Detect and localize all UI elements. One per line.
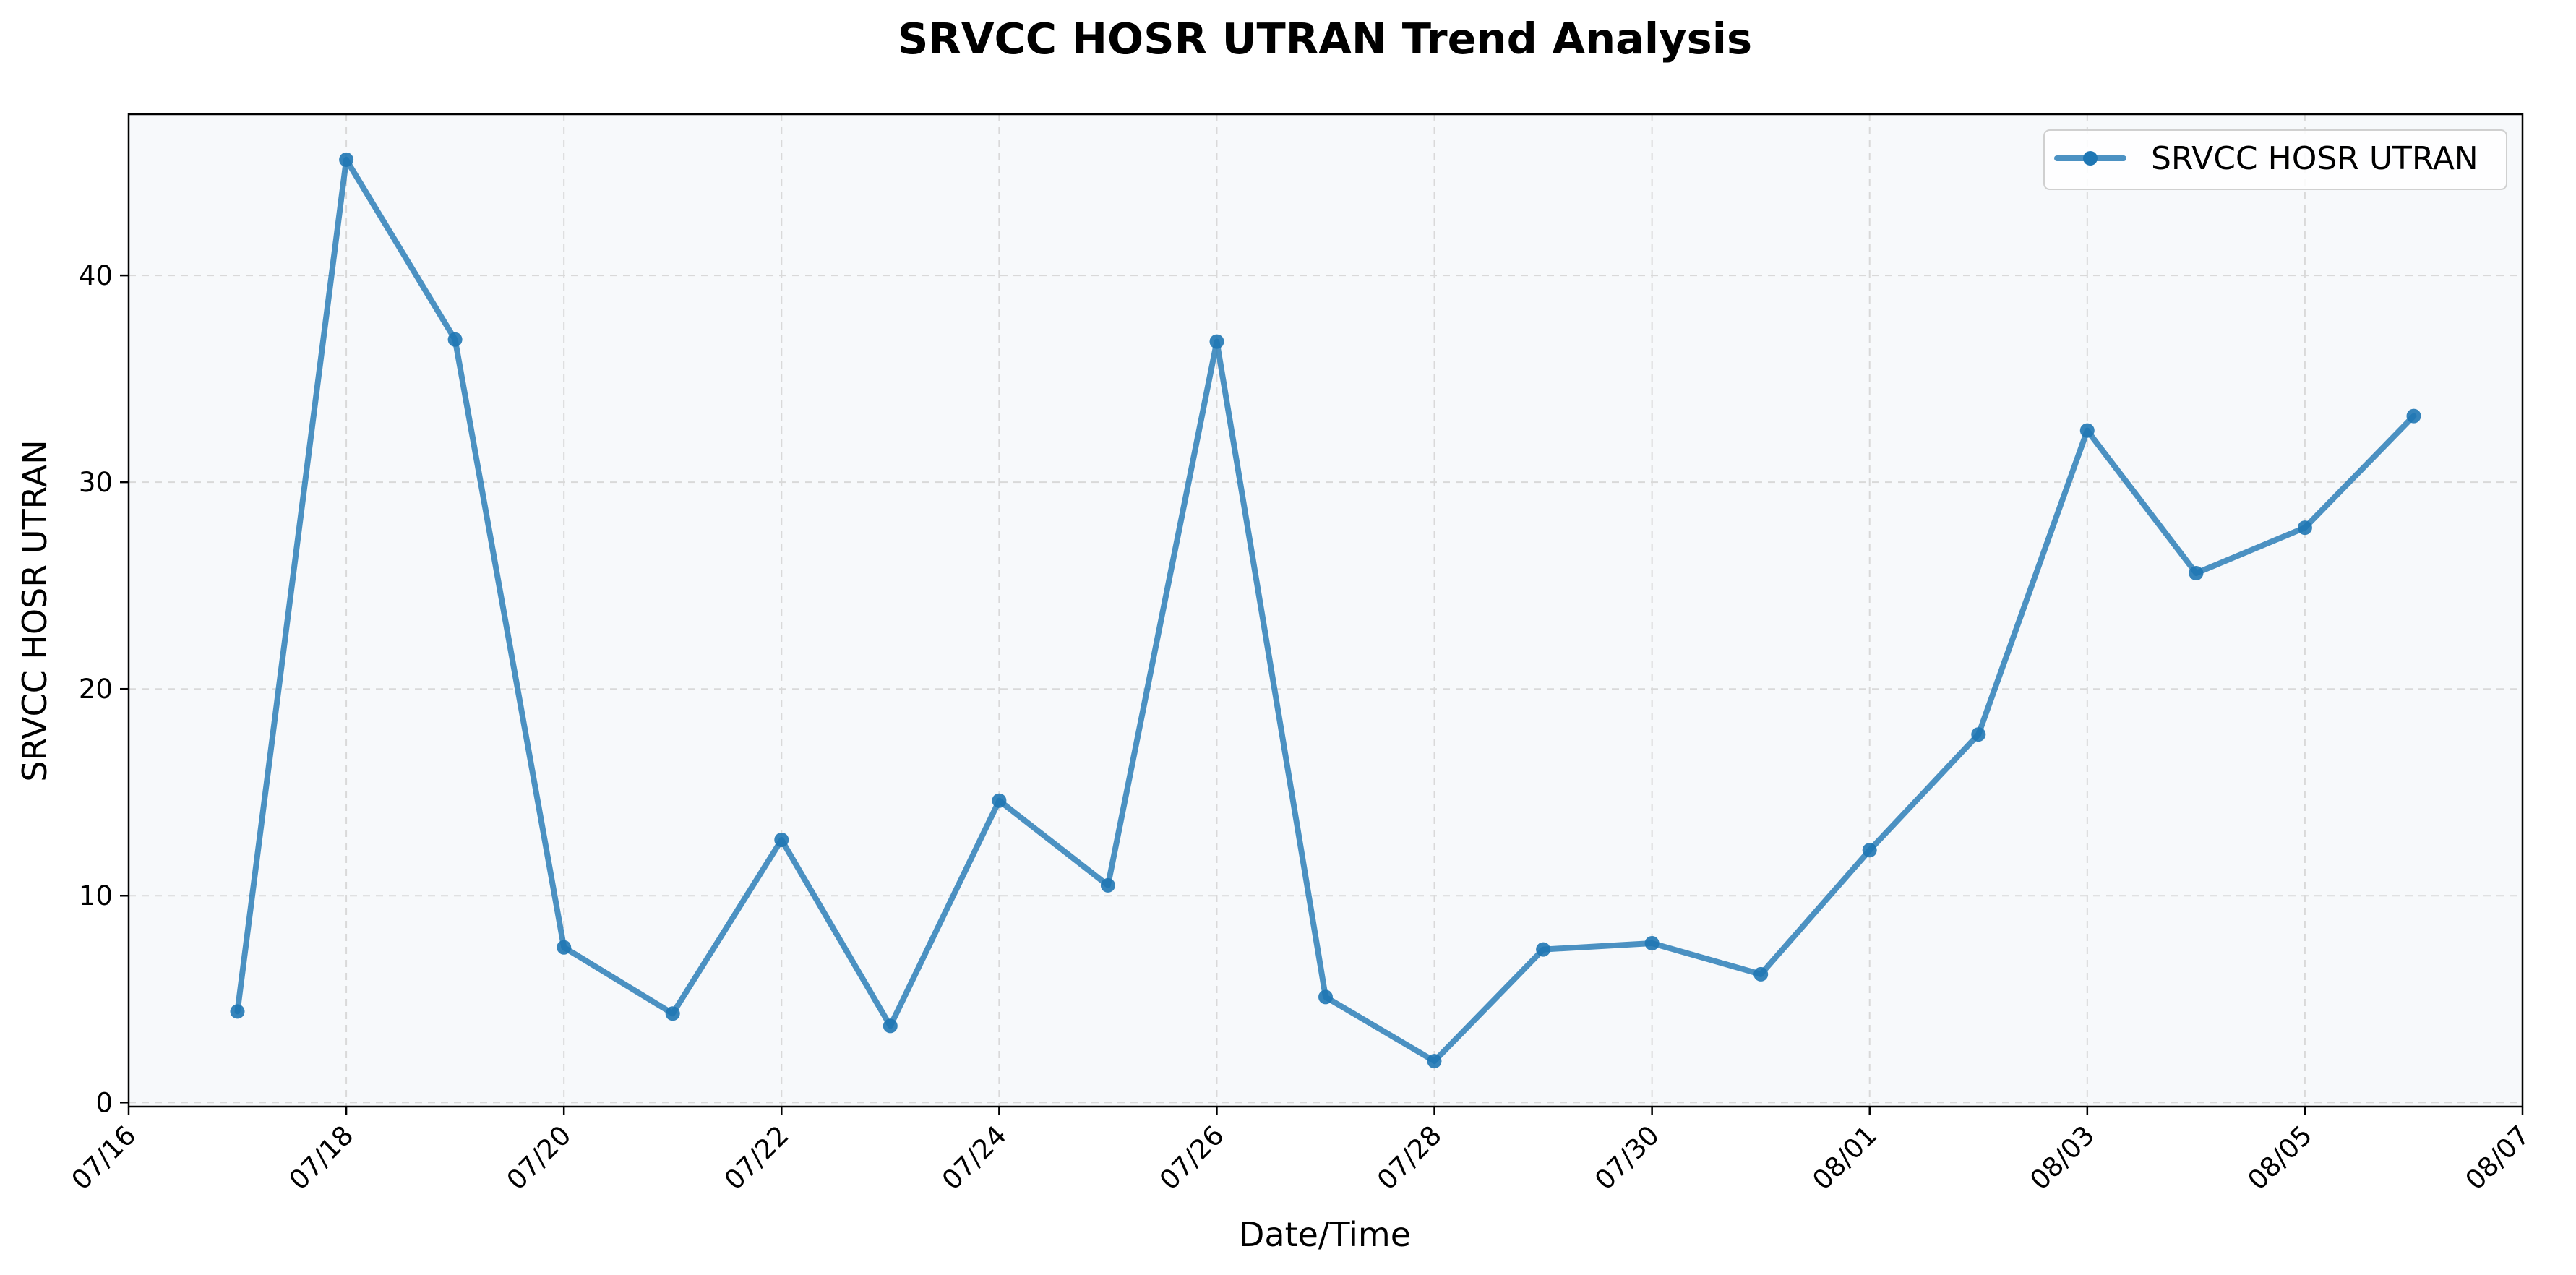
y-tick-label: 0 [95,1087,113,1118]
data-point [774,833,789,847]
plot-area [129,114,2523,1107]
x-tick-label: 07/18 [283,1120,360,1196]
x-tick-label: 07/28 [1371,1120,1448,1196]
data-point [1862,843,1877,858]
data-point [1209,334,1224,349]
x-tick-label: 07/20 [501,1120,578,1196]
y-tick-label: 40 [79,260,113,291]
y-axis: 0 10 20 30 40 [79,260,129,1118]
data-point [665,1006,680,1021]
data-point [1427,1054,1442,1069]
x-tick-label: 07/16 [66,1120,142,1196]
data-point [2189,566,2204,580]
data-point [447,332,463,347]
y-axis-label: SRVCC HOSR UTRAN [15,439,54,781]
y-tick-label: 10 [79,880,113,911]
data-point [1971,727,1986,742]
chart-title: SRVCC HOSR UTRAN Trend Analysis [898,14,1752,64]
x-tick-label: 08/05 [2241,1120,2318,1196]
legend-marker-swatch [2083,151,2098,166]
x-tick-label: 07/26 [1154,1120,1230,1196]
x-axis-label: Date/Time [1239,1215,1411,1254]
data-point [2079,423,2095,438]
data-point [557,940,572,955]
data-point [883,1018,898,1034]
data-point [2406,408,2421,424]
y-tick-label: 30 [79,467,113,498]
grid-lines [129,114,2523,1107]
legend-label: SRVCC HOSR UTRAN [2151,140,2478,177]
data-point [1318,989,1333,1005]
data-point [1753,966,1769,982]
legend-box [2043,129,2507,190]
data-point [339,152,354,167]
x-tick-label: 07/30 [1589,1120,1665,1196]
plot-frame [127,113,2524,1108]
data-point [2297,520,2312,536]
x-axis: 07/16 07/18 07/20 07/22 07/24 07/26 07/28 07/30… [66,1107,2536,1196]
data-point [1100,877,1115,893]
legend: SRVCC HOSR UTRAN [2043,129,2507,190]
data-point [230,1004,245,1019]
data-point [1644,936,1660,950]
x-tick-label: 08/03 [2024,1120,2100,1196]
series-layer [230,152,2421,1069]
x-tick-label: 07/24 [936,1120,1013,1196]
x-tick-label: 08/07 [2460,1120,2536,1196]
data-point [992,793,1007,808]
data-point [1536,942,1551,957]
x-tick-label: 08/01 [1806,1120,1883,1196]
y-tick-label: 20 [79,674,113,705]
x-tick-label: 07/22 [718,1120,795,1196]
